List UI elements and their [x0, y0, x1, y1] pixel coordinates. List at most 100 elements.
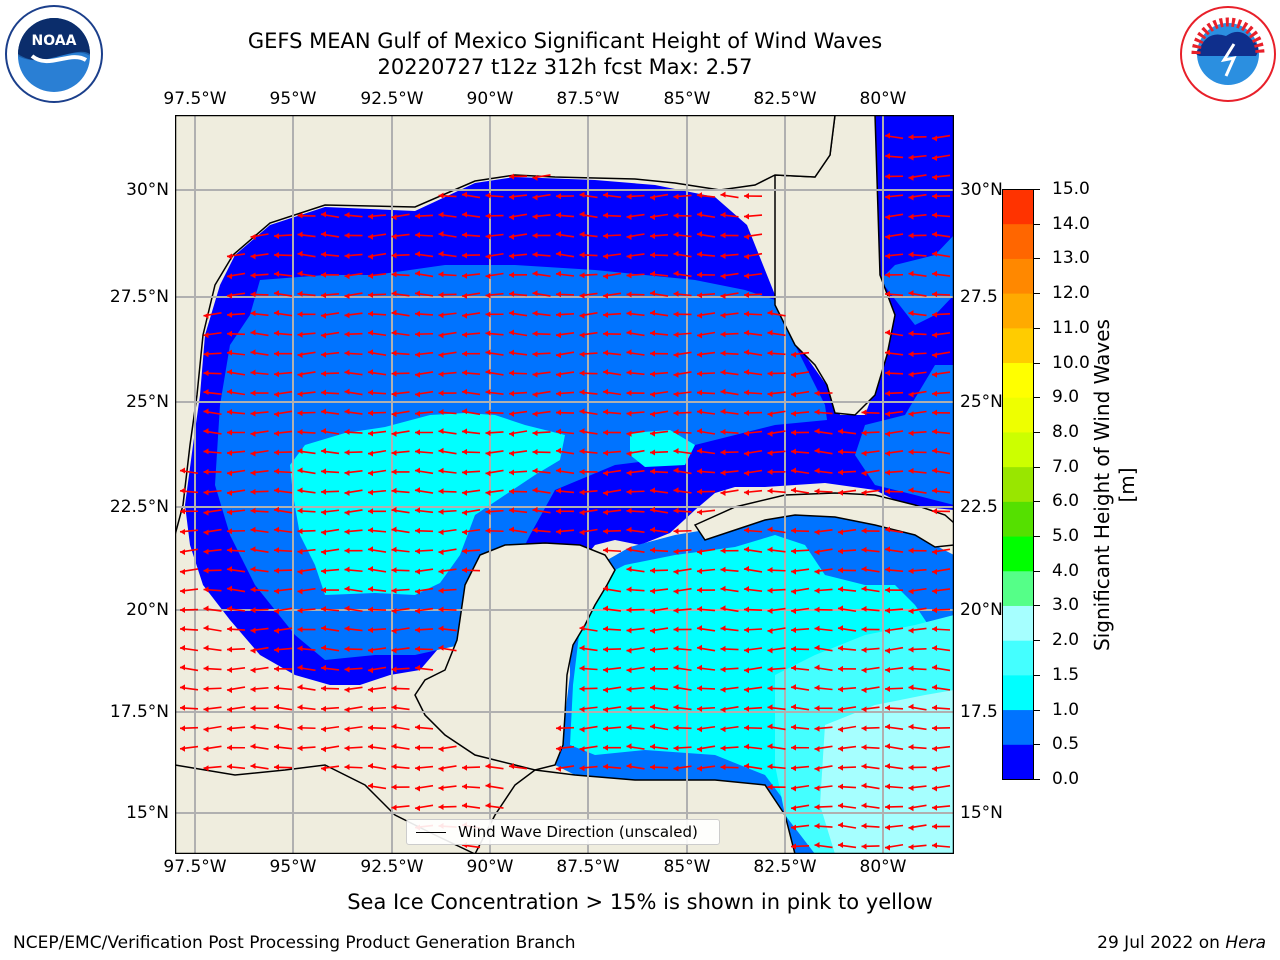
wave-arrow	[367, 469, 387, 477]
wave-arrow	[555, 508, 575, 515]
wave-arrow	[743, 252, 763, 260]
wave-arrow	[320, 408, 340, 415]
wave-arrow	[367, 666, 387, 674]
wave-arrow	[861, 409, 880, 416]
lon-tick-bottom: 92.5°W	[360, 857, 424, 877]
wave-arrow	[297, 507, 316, 514]
wave-arrow	[508, 233, 528, 240]
wave-arrow	[367, 213, 387, 220]
wave-arrow	[649, 468, 669, 475]
wave-arrow	[273, 430, 293, 437]
wave-arrow	[673, 351, 692, 359]
wave-arrow	[508, 290, 528, 297]
wave-arrow	[226, 646, 246, 653]
wave-arrow	[461, 448, 481, 455]
wave-arrow	[837, 586, 857, 593]
wave-arrow	[226, 450, 246, 457]
wave-arrow	[908, 547, 927, 554]
wave-arrow	[226, 253, 246, 260]
wave-arrow	[297, 371, 316, 378]
wave-arrow	[320, 725, 340, 733]
wave-arrow	[743, 586, 763, 592]
wave-arrow	[767, 647, 786, 654]
wave-arrow	[884, 526, 904, 534]
footer-credit: NCEP/EMC/Verification Post Processing Pr…	[13, 933, 576, 953]
wave-arrow	[226, 566, 246, 573]
wave-arrow	[344, 449, 363, 456]
colorbar-tick-mark	[1034, 362, 1040, 364]
wave-arrow	[320, 528, 340, 536]
wave-arrow	[720, 605, 739, 613]
wave-arrow	[579, 685, 598, 692]
wave-arrow	[696, 251, 716, 258]
wave-arrow	[485, 763, 504, 770]
wave-arrow	[250, 469, 269, 476]
colorbar-tick: 15.0	[1052, 179, 1090, 199]
wave-arrow	[908, 193, 927, 201]
lon-tick-bottom: 85°W	[663, 857, 711, 877]
wave-arrow	[461, 350, 481, 357]
wave-arrow	[649, 506, 669, 514]
wave-arrow	[673, 548, 692, 555]
map-frame	[175, 115, 954, 854]
wave-arrow	[273, 410, 293, 418]
wave-arrow	[861, 802, 880, 809]
colorbar-tick-mark	[1034, 223, 1040, 225]
wave-arrow	[720, 232, 739, 239]
wave-arrow	[250, 369, 269, 376]
wave-arrow	[297, 664, 316, 672]
wave-arrow	[720, 706, 739, 713]
wave-arrow	[884, 824, 904, 831]
wave-arrow	[226, 547, 246, 554]
wave-arrow	[414, 527, 434, 534]
footer-date-text: 29 Jul 2022 on	[1097, 933, 1226, 953]
wave-arrow	[602, 330, 622, 337]
wave-arrow	[391, 666, 410, 673]
wave-arrow	[367, 627, 387, 634]
wave-arrow	[696, 509, 716, 516]
wave-arrow	[273, 270, 293, 277]
wave-arrow	[532, 310, 551, 317]
wave-arrow	[720, 292, 739, 300]
wave-arrow	[790, 467, 810, 475]
wave-arrow	[790, 371, 810, 378]
wave-arrow	[461, 802, 481, 809]
wave-arrow	[626, 349, 645, 356]
colorbar-tick-mark	[1034, 466, 1040, 468]
wave-arrow	[720, 625, 739, 632]
colorbar-tick-mark	[1034, 189, 1040, 190]
lat-tick-left: 20°N	[126, 600, 169, 620]
wave-arrow	[790, 587, 810, 595]
wave-arrow	[508, 430, 528, 437]
wave-arrow	[767, 410, 786, 418]
wave-arrow	[602, 666, 622, 673]
wave-arrow	[579, 251, 598, 258]
wave-arrow	[908, 646, 927, 653]
wave-arrow	[579, 528, 598, 536]
wave-arrow	[250, 686, 269, 693]
wave-arrow	[367, 389, 387, 396]
wave-arrow	[438, 351, 457, 359]
wave-arrow	[884, 370, 904, 376]
wave-arrow	[931, 745, 951, 752]
wave-arrow	[414, 548, 434, 555]
colorbar-segment	[1002, 327, 1034, 364]
wave-arrow	[626, 743, 645, 750]
wave-arrow	[555, 428, 575, 435]
lat-tick-left: 25°N	[126, 392, 169, 412]
wave-arrow	[743, 449, 763, 457]
wave-arrow	[203, 548, 222, 555]
wave-arrow	[414, 568, 434, 575]
wave-arrow	[344, 625, 363, 632]
wave-arrow	[696, 587, 716, 594]
wave-arrow	[344, 666, 363, 673]
wave-arrow	[320, 548, 340, 556]
wave-arrow	[250, 488, 269, 495]
wave-arrow	[250, 666, 269, 674]
wave-arrow	[837, 745, 857, 752]
wave-arrow	[814, 467, 833, 474]
wave-arrow	[861, 646, 880, 653]
wave-arrow	[790, 527, 810, 534]
map-legend: Wind Wave Direction (unscaled)	[406, 819, 720, 845]
wave-arrow	[861, 429, 880, 436]
